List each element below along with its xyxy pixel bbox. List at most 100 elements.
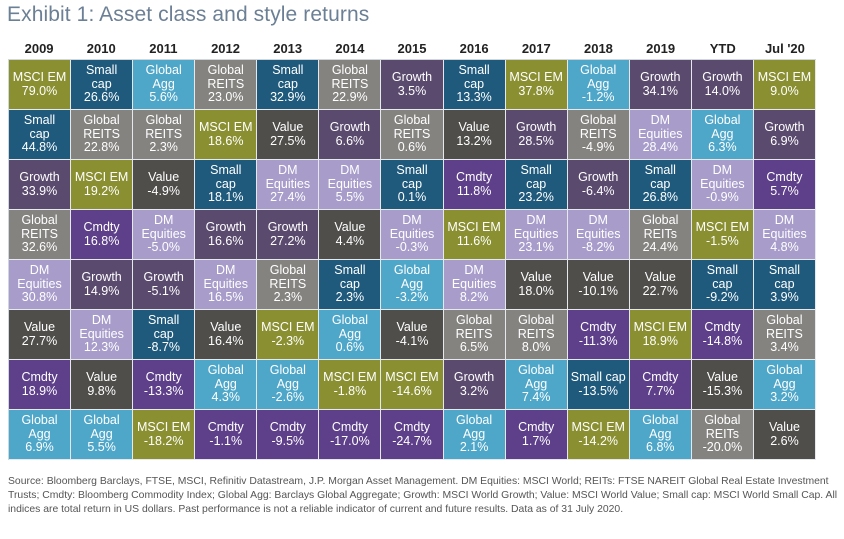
return-value: 18.6% [208, 133, 244, 148]
return-cell: Growth 6.6% [319, 110, 382, 160]
asset-label: Cmdty [393, 420, 431, 434]
return-cell: Global REITS 22.8% [71, 110, 134, 160]
asset-label: Global REITS [83, 113, 120, 141]
return-value: 24.4% [642, 240, 679, 255]
return-value: 7.4% [521, 390, 551, 405]
return-cell: Growth 27.2% [257, 210, 320, 260]
return-value: -9.5% [271, 433, 305, 448]
asset-label: Value [148, 170, 180, 184]
asset-label: Global Agg [642, 413, 679, 441]
return-cell: Global Agg 3.2% [753, 360, 816, 410]
return-cell: MSCI EM -18.2% [133, 410, 196, 460]
return-value: 1.7% [521, 433, 551, 448]
asset-label: Global Agg [518, 363, 555, 391]
return-value: 26.8% [642, 190, 679, 205]
asset-label: Growth [391, 70, 433, 84]
return-cell: Global REITs 24.4% [629, 210, 692, 260]
return-cell: Cmdty -11.3% [567, 310, 630, 360]
asset-label: MSCI EM [509, 70, 563, 84]
return-value: 18.1% [208, 190, 244, 205]
return-value: 33.9% [21, 183, 58, 198]
asset-label: Small cap [334, 263, 366, 291]
return-value: -5.0% [147, 240, 180, 255]
asset-label: Global Agg [83, 413, 120, 441]
asset-label: Global Agg [580, 63, 617, 91]
return-cell: Cmdty -24.7% [381, 410, 444, 460]
return-value: 79.0% [21, 83, 58, 98]
return-cell: Global Agg 7.4% [505, 360, 568, 410]
return-cell: DM Equities -0.3% [381, 210, 444, 260]
asset-label: Value [582, 270, 614, 284]
return-cell: MSCI EM -2.3% [257, 310, 320, 360]
return-value: 4.3% [211, 390, 241, 405]
asset-label: MSCI EM [74, 170, 129, 184]
return-cell: Cmdty 5.7% [753, 160, 816, 210]
return-value: 18.0% [518, 283, 554, 298]
return-cell: Global REITS 6.5% [443, 310, 506, 360]
asset-label: DM Equities [700, 163, 745, 191]
return-value: 27.7% [21, 333, 58, 348]
return-value: 5.5% [87, 440, 116, 455]
return-value: -4.1% [395, 333, 429, 348]
return-value: 30.8% [21, 290, 58, 305]
asset-label: DM Equities [513, 213, 559, 241]
asset-label: Growth [81, 270, 122, 284]
asset-label: MSCI EM [385, 370, 439, 384]
return-cell: Value 16.4% [195, 310, 258, 360]
return-cell: Global REITS 22.9% [319, 60, 382, 110]
asset-label: Global REITs [704, 413, 741, 441]
return-cell: Global Agg 5.5% [71, 410, 134, 460]
return-value: -1.2% [581, 90, 615, 105]
return-value: -10.1% [578, 283, 619, 298]
asset-label: Small cap [210, 163, 242, 191]
asset-label: Value [520, 270, 552, 284]
return-value: -14.6% [392, 383, 432, 398]
return-value: -9.2% [706, 290, 739, 305]
return-cell: Global Agg 6.9% [9, 410, 72, 460]
asset-label: Small cap [706, 263, 739, 291]
return-value: 3.2% [770, 390, 799, 405]
asset-label: DM Equities [638, 113, 683, 141]
return-cell: Small cap 2.3% [319, 260, 382, 310]
return-value: -4.9% [147, 183, 180, 198]
return-cell: DM Equities -5.0% [133, 210, 196, 260]
asset-label: Growth [267, 220, 308, 234]
return-value: 34.1% [642, 83, 679, 98]
return-value: 5.6% [149, 90, 178, 105]
asset-label: Value [458, 120, 490, 134]
asset-label: Global REITS [766, 313, 803, 341]
return-value: -2.6% [271, 390, 305, 405]
asset-label: Global REITS [269, 263, 307, 291]
return-cell: DM Equities 30.8% [9, 260, 72, 310]
return-value: -1.8% [333, 383, 367, 398]
return-cell: MSCI EM -1.5% [691, 210, 754, 260]
return-value: 6.9% [770, 133, 799, 148]
return-cell: Global REITS 2.3% [257, 260, 320, 310]
return-cell: MSCI EM -14.6% [381, 360, 444, 410]
asset-label: Global REITS [331, 63, 369, 91]
asset-label: Cmdty [766, 170, 803, 184]
return-cell: DM Equities -8.2% [567, 210, 630, 260]
return-cell: DM Equities 8.2% [443, 260, 506, 310]
year-header-row: 2009 2010 2011 2012 2013 2014 2015 2016 2017 2018… [8, 38, 816, 59]
return-cell: Value 2.6% [753, 410, 816, 460]
return-cell: Global REITS 8.0% [505, 310, 568, 360]
column-header: 2014 [335, 41, 365, 56]
return-value: -17.0% [330, 433, 370, 448]
return-value: 27.2% [270, 233, 306, 248]
return-cell: Small cap -13.5% [567, 360, 630, 410]
column-header: 2017 [521, 41, 551, 56]
asset-label: Growth [329, 120, 371, 134]
asset-label: DM Equities [203, 263, 248, 291]
asset-label: Cmdty [580, 320, 617, 334]
column-header: 2018 [583, 41, 613, 56]
exhibit-title: Exhibit 1: Asset class and style returns [7, 3, 370, 26]
asset-label: Global Agg [269, 363, 306, 391]
asset-label: Value [24, 320, 56, 334]
return-cell: Global REITS 23.0% [195, 60, 258, 110]
asset-label: Cmdty [145, 370, 182, 384]
return-value: 16.6% [208, 233, 244, 248]
asset-label: Growth [764, 120, 805, 134]
return-value: 6.6% [335, 133, 365, 148]
return-value: -1.1% [209, 433, 243, 448]
